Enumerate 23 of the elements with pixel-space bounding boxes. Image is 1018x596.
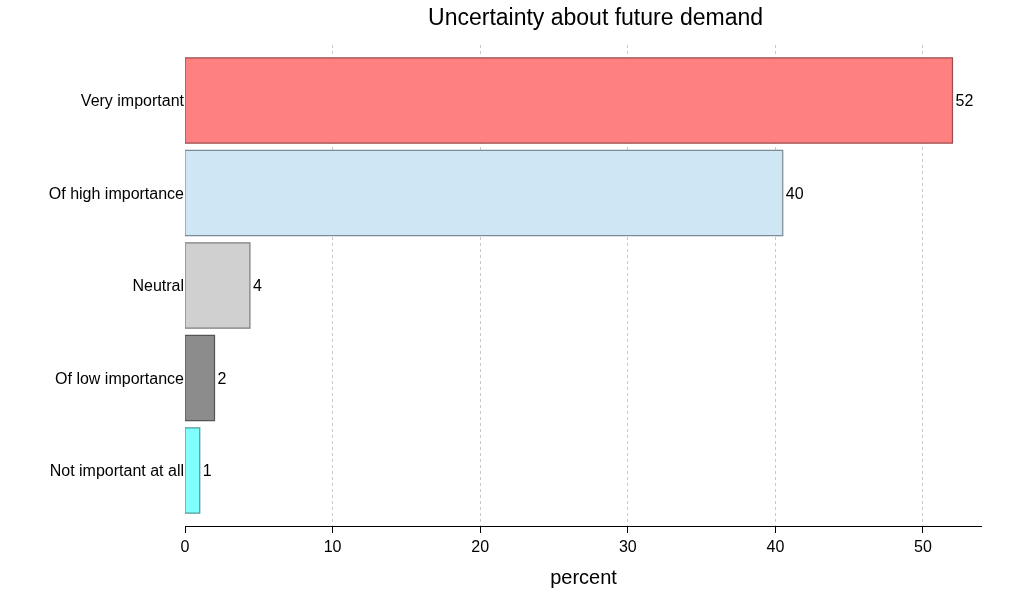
x-axis-title: percent xyxy=(550,565,618,588)
x-tick-label: 20 xyxy=(471,538,490,556)
y-tick-label: Of low importance xyxy=(55,369,185,387)
chart-title: Uncertainty about future demand xyxy=(428,4,764,31)
bar xyxy=(185,149,784,237)
data-label: 52 xyxy=(955,92,974,109)
bar xyxy=(185,57,954,144)
x-tick-label: 0 xyxy=(180,538,190,556)
x-tick-label: 10 xyxy=(323,538,342,556)
y-tick-label: Neutral xyxy=(132,277,184,295)
x-tick-label: 30 xyxy=(618,538,637,556)
data-label: 40 xyxy=(785,184,804,202)
y-tick-label: Very important xyxy=(80,92,185,110)
x-tick-label: 50 xyxy=(914,538,932,556)
y-tick-label: Not important at all xyxy=(49,462,184,480)
y-tick-label: Of high importance xyxy=(48,184,185,202)
data-label: 1 xyxy=(202,462,212,479)
bar xyxy=(185,427,201,514)
x-tick-label: 40 xyxy=(766,538,785,556)
data-label: 4 xyxy=(252,277,262,294)
bar xyxy=(185,334,216,422)
data-label: 2 xyxy=(217,369,227,387)
bar xyxy=(185,242,251,329)
